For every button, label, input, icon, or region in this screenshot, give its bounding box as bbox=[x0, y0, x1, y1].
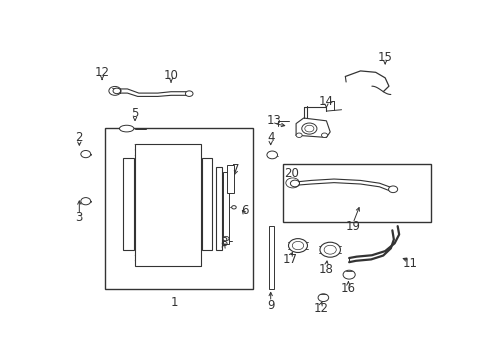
Text: 2: 2 bbox=[76, 131, 83, 144]
Bar bbox=[122, 158, 133, 250]
Text: 10: 10 bbox=[163, 68, 178, 82]
Text: 18: 18 bbox=[318, 262, 333, 276]
Text: 1: 1 bbox=[171, 296, 178, 309]
Text: 20: 20 bbox=[283, 167, 298, 180]
Text: 13: 13 bbox=[266, 114, 281, 127]
Text: 14: 14 bbox=[318, 95, 333, 108]
Circle shape bbox=[185, 91, 193, 96]
Bar bbox=[282, 164, 430, 222]
Bar bbox=[202, 158, 211, 250]
Text: 5: 5 bbox=[131, 107, 139, 120]
Text: 11: 11 bbox=[402, 257, 416, 270]
Circle shape bbox=[321, 133, 327, 138]
Text: 17: 17 bbox=[283, 253, 297, 266]
Bar bbox=[268, 226, 273, 288]
Bar bbox=[215, 167, 222, 250]
Text: 15: 15 bbox=[377, 50, 392, 64]
Text: 3: 3 bbox=[76, 211, 83, 224]
Circle shape bbox=[388, 186, 397, 193]
Text: 8: 8 bbox=[220, 236, 227, 249]
Circle shape bbox=[266, 151, 277, 159]
Circle shape bbox=[296, 133, 302, 138]
Circle shape bbox=[301, 123, 316, 134]
Circle shape bbox=[288, 239, 307, 252]
Text: 7: 7 bbox=[231, 163, 239, 176]
Circle shape bbox=[81, 150, 90, 158]
Circle shape bbox=[81, 198, 90, 205]
Circle shape bbox=[290, 180, 299, 187]
Circle shape bbox=[231, 206, 236, 209]
Text: 4: 4 bbox=[267, 131, 275, 144]
Text: 19: 19 bbox=[345, 220, 360, 233]
Bar bbox=[135, 144, 201, 266]
Bar bbox=[226, 165, 233, 193]
Text: 6: 6 bbox=[241, 204, 248, 217]
Circle shape bbox=[113, 88, 121, 94]
Text: 9: 9 bbox=[266, 299, 274, 312]
Ellipse shape bbox=[119, 125, 134, 132]
Bar bbox=[104, 128, 252, 288]
Bar bbox=[223, 172, 228, 244]
Circle shape bbox=[223, 237, 228, 241]
Text: 16: 16 bbox=[340, 282, 355, 295]
Text: 12: 12 bbox=[313, 302, 327, 315]
Text: 12: 12 bbox=[94, 66, 109, 79]
Circle shape bbox=[319, 242, 340, 257]
